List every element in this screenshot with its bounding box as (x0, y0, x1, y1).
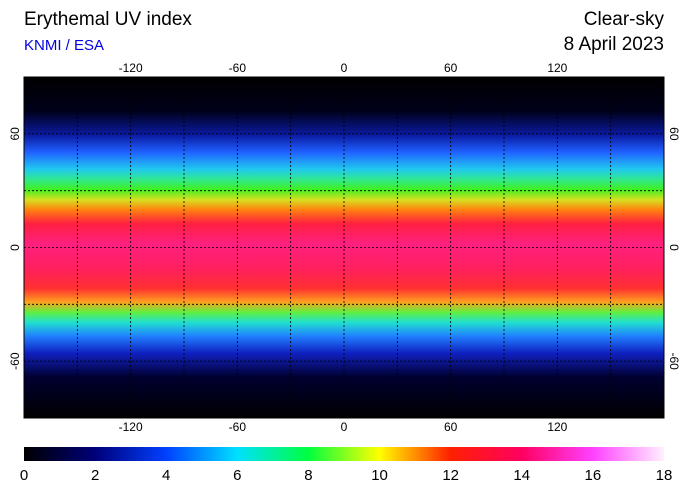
lon-label-top: 0 (341, 61, 348, 75)
colorbar-label: 18 (656, 467, 673, 484)
map-frame (23, 76, 665, 419)
labels: -120 -120 -60 -60 0 0 60 60 120 120 60 60 0 0 -60 -60 0 2… (8, 61, 681, 484)
colorbar-label: 0 (20, 467, 28, 484)
colorbar-label: 12 (442, 467, 459, 484)
date: 8 April 2023 (564, 34, 664, 55)
title: Erythemal UV index (24, 9, 192, 30)
colorbar-label: 8 (304, 467, 312, 484)
lon-label-top: 60 (444, 61, 458, 75)
lat-label-left: 60 (8, 127, 22, 141)
lon-label-top: 120 (547, 61, 567, 75)
lon-label-bottom: 60 (444, 420, 458, 434)
colorbar (24, 447, 664, 461)
lat-label-right: -60 (667, 352, 681, 370)
lon-label-bottom: 0 (341, 420, 348, 434)
colorbar-label: 16 (585, 467, 602, 484)
lon-label-top: -120 (119, 61, 143, 75)
colorbar-label: 14 (513, 467, 530, 484)
lat-label-right: 60 (667, 127, 681, 141)
lon-label-bottom: -120 (119, 420, 143, 434)
lon-label-bottom: -60 (229, 420, 247, 434)
lat-label-left: -60 (8, 352, 22, 370)
colorbar-label: 4 (162, 467, 170, 484)
graticule (24, 77, 664, 418)
colorbar-label: 10 (371, 467, 388, 484)
lon-label-top: -60 (229, 61, 247, 75)
lat-label-right: 0 (667, 244, 681, 251)
source: KNMI / ESA (24, 37, 104, 54)
lon-label-bottom: 120 (547, 420, 567, 434)
sky: Clear-sky (584, 9, 665, 30)
colorbar-label: 2 (91, 467, 99, 484)
colorbar-label: 6 (233, 467, 241, 484)
lat-label-left: 0 (8, 244, 22, 251)
